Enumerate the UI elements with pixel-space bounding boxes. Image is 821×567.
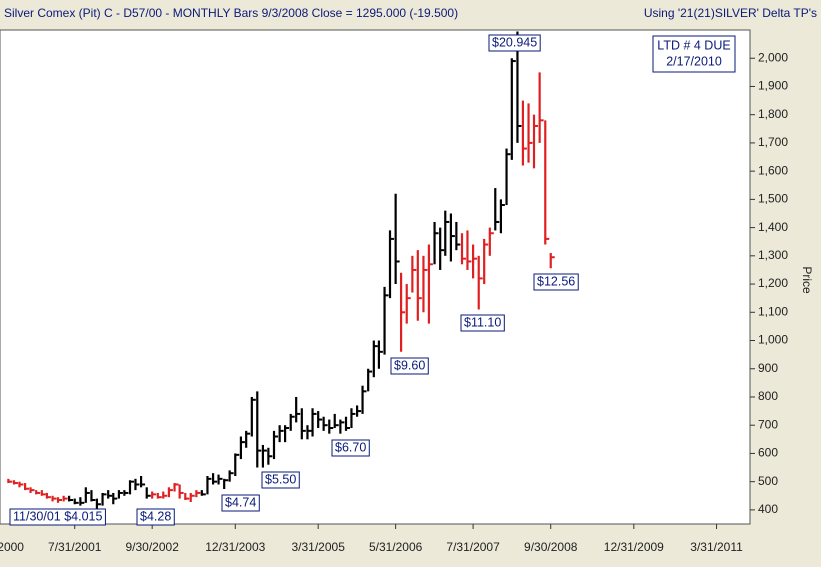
y-tick-label: 1,400 [758,220,788,234]
y-tick-label: 900 [758,361,778,375]
annotation: $20.945 [492,35,537,49]
annotation: $4.28 [140,509,171,523]
note-line: LTD # 4 DUE [657,38,730,52]
note-box [652,35,736,73]
y-tick-label: 2,000 [758,50,788,64]
x-tick-label: 3/31/2005 [291,540,345,554]
x-tick-label: 9/30/2002 [125,540,179,554]
chart-title: Silver Comex (Pit) C - D57/00 - MONTHLY … [4,6,458,20]
y-tick-label: 600 [758,446,778,460]
x-tick-label: 5/31/2006 [369,540,423,554]
annotation-box [331,439,370,457]
annotation-box [9,508,106,526]
annotation: $6.70 [335,440,366,454]
plot-area [0,29,751,525]
x-tick-label: 12/31/2009 [604,540,664,554]
y-tick-label: 1,700 [758,135,788,149]
annotation-box [390,357,429,375]
y-tick-label: 700 [758,417,778,431]
x-tick-label: 5/31/2000 [0,540,24,554]
y-tick-label: 1,500 [758,192,788,206]
x-tick-label: 7/31/2007 [446,540,500,554]
y-tick-label: 400 [758,502,778,516]
y-tick-label: 1,000 [758,333,788,347]
annotation-box [221,494,260,512]
chart-subtitle: Using '21(21)SILVER' Delta TP's [644,6,817,20]
annotation-box [488,34,541,52]
annotation-box [261,471,300,489]
annotation: $4.74 [225,495,256,509]
annotation: 11/30/01 $4.015 [13,509,102,523]
note-line: 2/17/2010 [666,54,722,68]
annotation-box [460,314,505,332]
annotation: $12.56 [537,274,575,288]
y-tick-label: 1,100 [758,304,788,318]
x-tick-label: 3/31/2011 [690,540,743,554]
annotation-box [533,273,579,291]
y-tick-label: 1,900 [758,79,788,93]
x-tick-label: 7/31/2001 [48,540,102,554]
y-tick-label: 800 [758,389,778,403]
annotation: $9.60 [394,358,425,372]
annotation: $5.50 [265,472,296,486]
x-tick-label: 9/30/2008 [524,540,578,554]
annotation-box [136,508,175,526]
annotation: $11.10 [464,315,501,329]
y-tick-label: 1,600 [758,163,788,177]
x-tick-label: 12/31/2003 [205,540,265,554]
y-tick-label: 1,200 [758,276,788,290]
y-axis-label: Price [800,266,814,294]
y-tick-label: 1,300 [758,248,788,262]
y-tick-label: 500 [758,474,778,488]
y-tick-label: 1,800 [758,107,788,121]
